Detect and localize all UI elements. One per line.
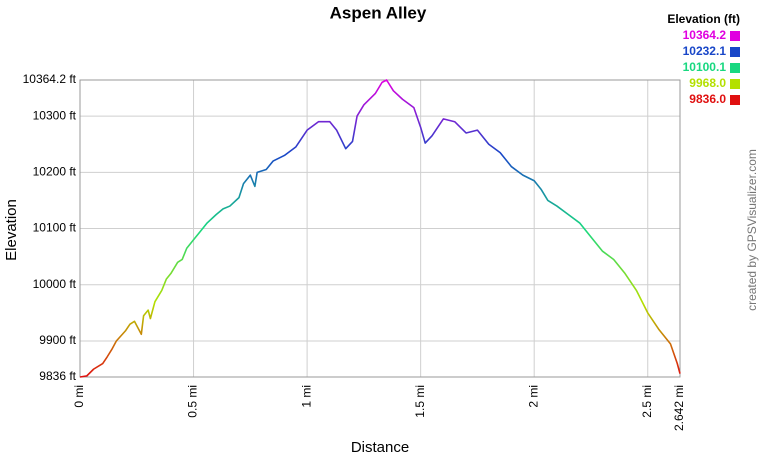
legend-label: 10100.1 bbox=[683, 60, 727, 74]
y-tick-label: 10100 ft bbox=[33, 221, 77, 235]
y-tick-label: 10300 ft bbox=[33, 108, 77, 122]
y-axis-label: Elevation bbox=[3, 199, 20, 261]
x-tick-label: 1.5 mi bbox=[413, 385, 427, 418]
x-tick-label: 1 mi bbox=[299, 385, 313, 408]
y-tick-label: 10364.2 ft bbox=[23, 72, 77, 86]
legend-swatch bbox=[730, 31, 740, 41]
x-tick-label: 0.5 mi bbox=[186, 385, 200, 418]
legend-label: 9836.0 bbox=[689, 92, 726, 106]
x-tick-label: 2.642 mi bbox=[672, 385, 686, 431]
x-tick-label: 0 mi bbox=[72, 385, 86, 408]
elevation-line bbox=[79, 79, 681, 378]
legend-title: Elevation (ft) bbox=[667, 12, 740, 26]
y-tick-label: 10000 ft bbox=[33, 277, 77, 291]
legend-swatch bbox=[730, 95, 740, 105]
credit: created by GPSVisualizer.com bbox=[745, 149, 759, 311]
y-tick-label: 10200 ft bbox=[33, 164, 77, 178]
x-tick-label: 2 mi bbox=[526, 385, 540, 408]
chart-title: Aspen Alley bbox=[330, 3, 427, 22]
plot-frame bbox=[79, 79, 681, 378]
legend-swatch bbox=[730, 79, 740, 89]
legend-label: 10232.1 bbox=[683, 44, 727, 58]
legend-swatch bbox=[730, 47, 740, 57]
legend-swatch bbox=[730, 63, 740, 73]
x-axis-label: Distance bbox=[351, 439, 409, 456]
legend-label: 9968.0 bbox=[689, 76, 726, 90]
y-tick-label: 9836 ft bbox=[39, 369, 76, 383]
legend-label: 10364.2 bbox=[683, 28, 727, 42]
x-tick-label: 2.5 mi bbox=[640, 385, 654, 418]
y-tick-label: 9900 ft bbox=[39, 333, 76, 347]
